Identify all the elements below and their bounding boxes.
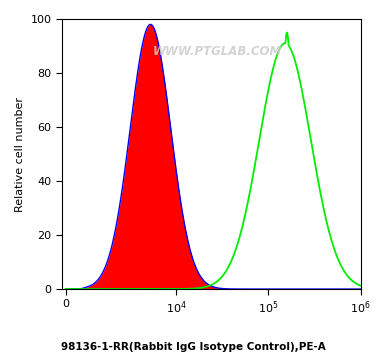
Text: WWW.PTGLAB.COM: WWW.PTGLAB.COM (153, 45, 282, 58)
Text: 98136-1-RR(Rabbit IgG Isotype Control),PE-A: 98136-1-RR(Rabbit IgG Isotype Control),P… (61, 342, 325, 352)
Y-axis label: Relative cell number: Relative cell number (15, 96, 25, 211)
